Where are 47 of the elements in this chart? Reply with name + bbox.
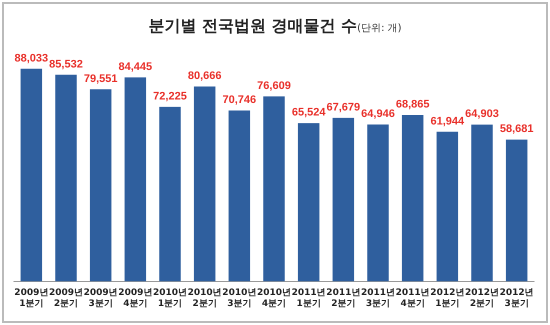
data-label: 61,944 (430, 115, 466, 128)
data-label: 76,609 (257, 80, 291, 92)
data-label: 85,532 (49, 58, 83, 70)
bar (471, 124, 493, 282)
bar (436, 132, 458, 282)
x-tick-label: 2011년 3분기 (360, 288, 396, 309)
data-label: 88,033 (14, 52, 48, 64)
data-label: 67,679 (326, 101, 360, 114)
x-tick-label: 2010년 2분기 (188, 288, 222, 309)
x-tick-label: 2012년 2분기 (464, 288, 500, 309)
x-tick-label: 2009년 1분기 (14, 288, 48, 309)
bar (194, 86, 216, 282)
bar (20, 68, 42, 282)
bar (506, 140, 528, 282)
bar (159, 106, 181, 282)
x-tick-label: 2009년 2분기 (48, 288, 84, 309)
bar (55, 74, 77, 282)
data-label: 79,551 (84, 72, 118, 85)
x-tick-label: 2010년 4분기 (256, 288, 292, 309)
x-tick-label: 2010년 1분기 (152, 288, 188, 309)
bar (90, 89, 112, 282)
bar (124, 77, 146, 282)
x-tick-label: 2011년 1분기 (292, 288, 326, 309)
x-tick-label: 2012년 3분기 (500, 288, 534, 309)
x-tick-label: 2009년 3분기 (84, 288, 118, 309)
data-label: 84,445 (118, 60, 152, 73)
x-tick-label: 2010년 3분기 (222, 288, 256, 309)
bar (402, 115, 424, 282)
chart-subtitle: (단위: 개) (357, 23, 402, 34)
bar (367, 124, 389, 282)
data-label: 58,681 (500, 123, 534, 136)
bar (298, 123, 320, 282)
data-label: 65,524 (292, 106, 326, 119)
bar (332, 118, 354, 282)
data-label: 70,746 (222, 94, 256, 106)
data-label: 64,903 (465, 108, 499, 120)
x-tick-label: 2011년 2분기 (326, 288, 360, 309)
data-label: 64,946 (361, 108, 395, 120)
data-label: 68,865 (396, 98, 430, 111)
chart-title: 분기별 전국법원 경매물건 수 (148, 16, 358, 35)
x-tick-label: 2012년 1분기 (430, 288, 464, 309)
x-tick-label: 2009년 4분기 (118, 288, 152, 309)
x-tick-label: 2011년 4분기 (396, 288, 430, 309)
bar (228, 110, 250, 282)
data-label: 72,225 (153, 90, 187, 102)
data-label: 80,666 (188, 70, 222, 82)
bar (263, 96, 285, 282)
